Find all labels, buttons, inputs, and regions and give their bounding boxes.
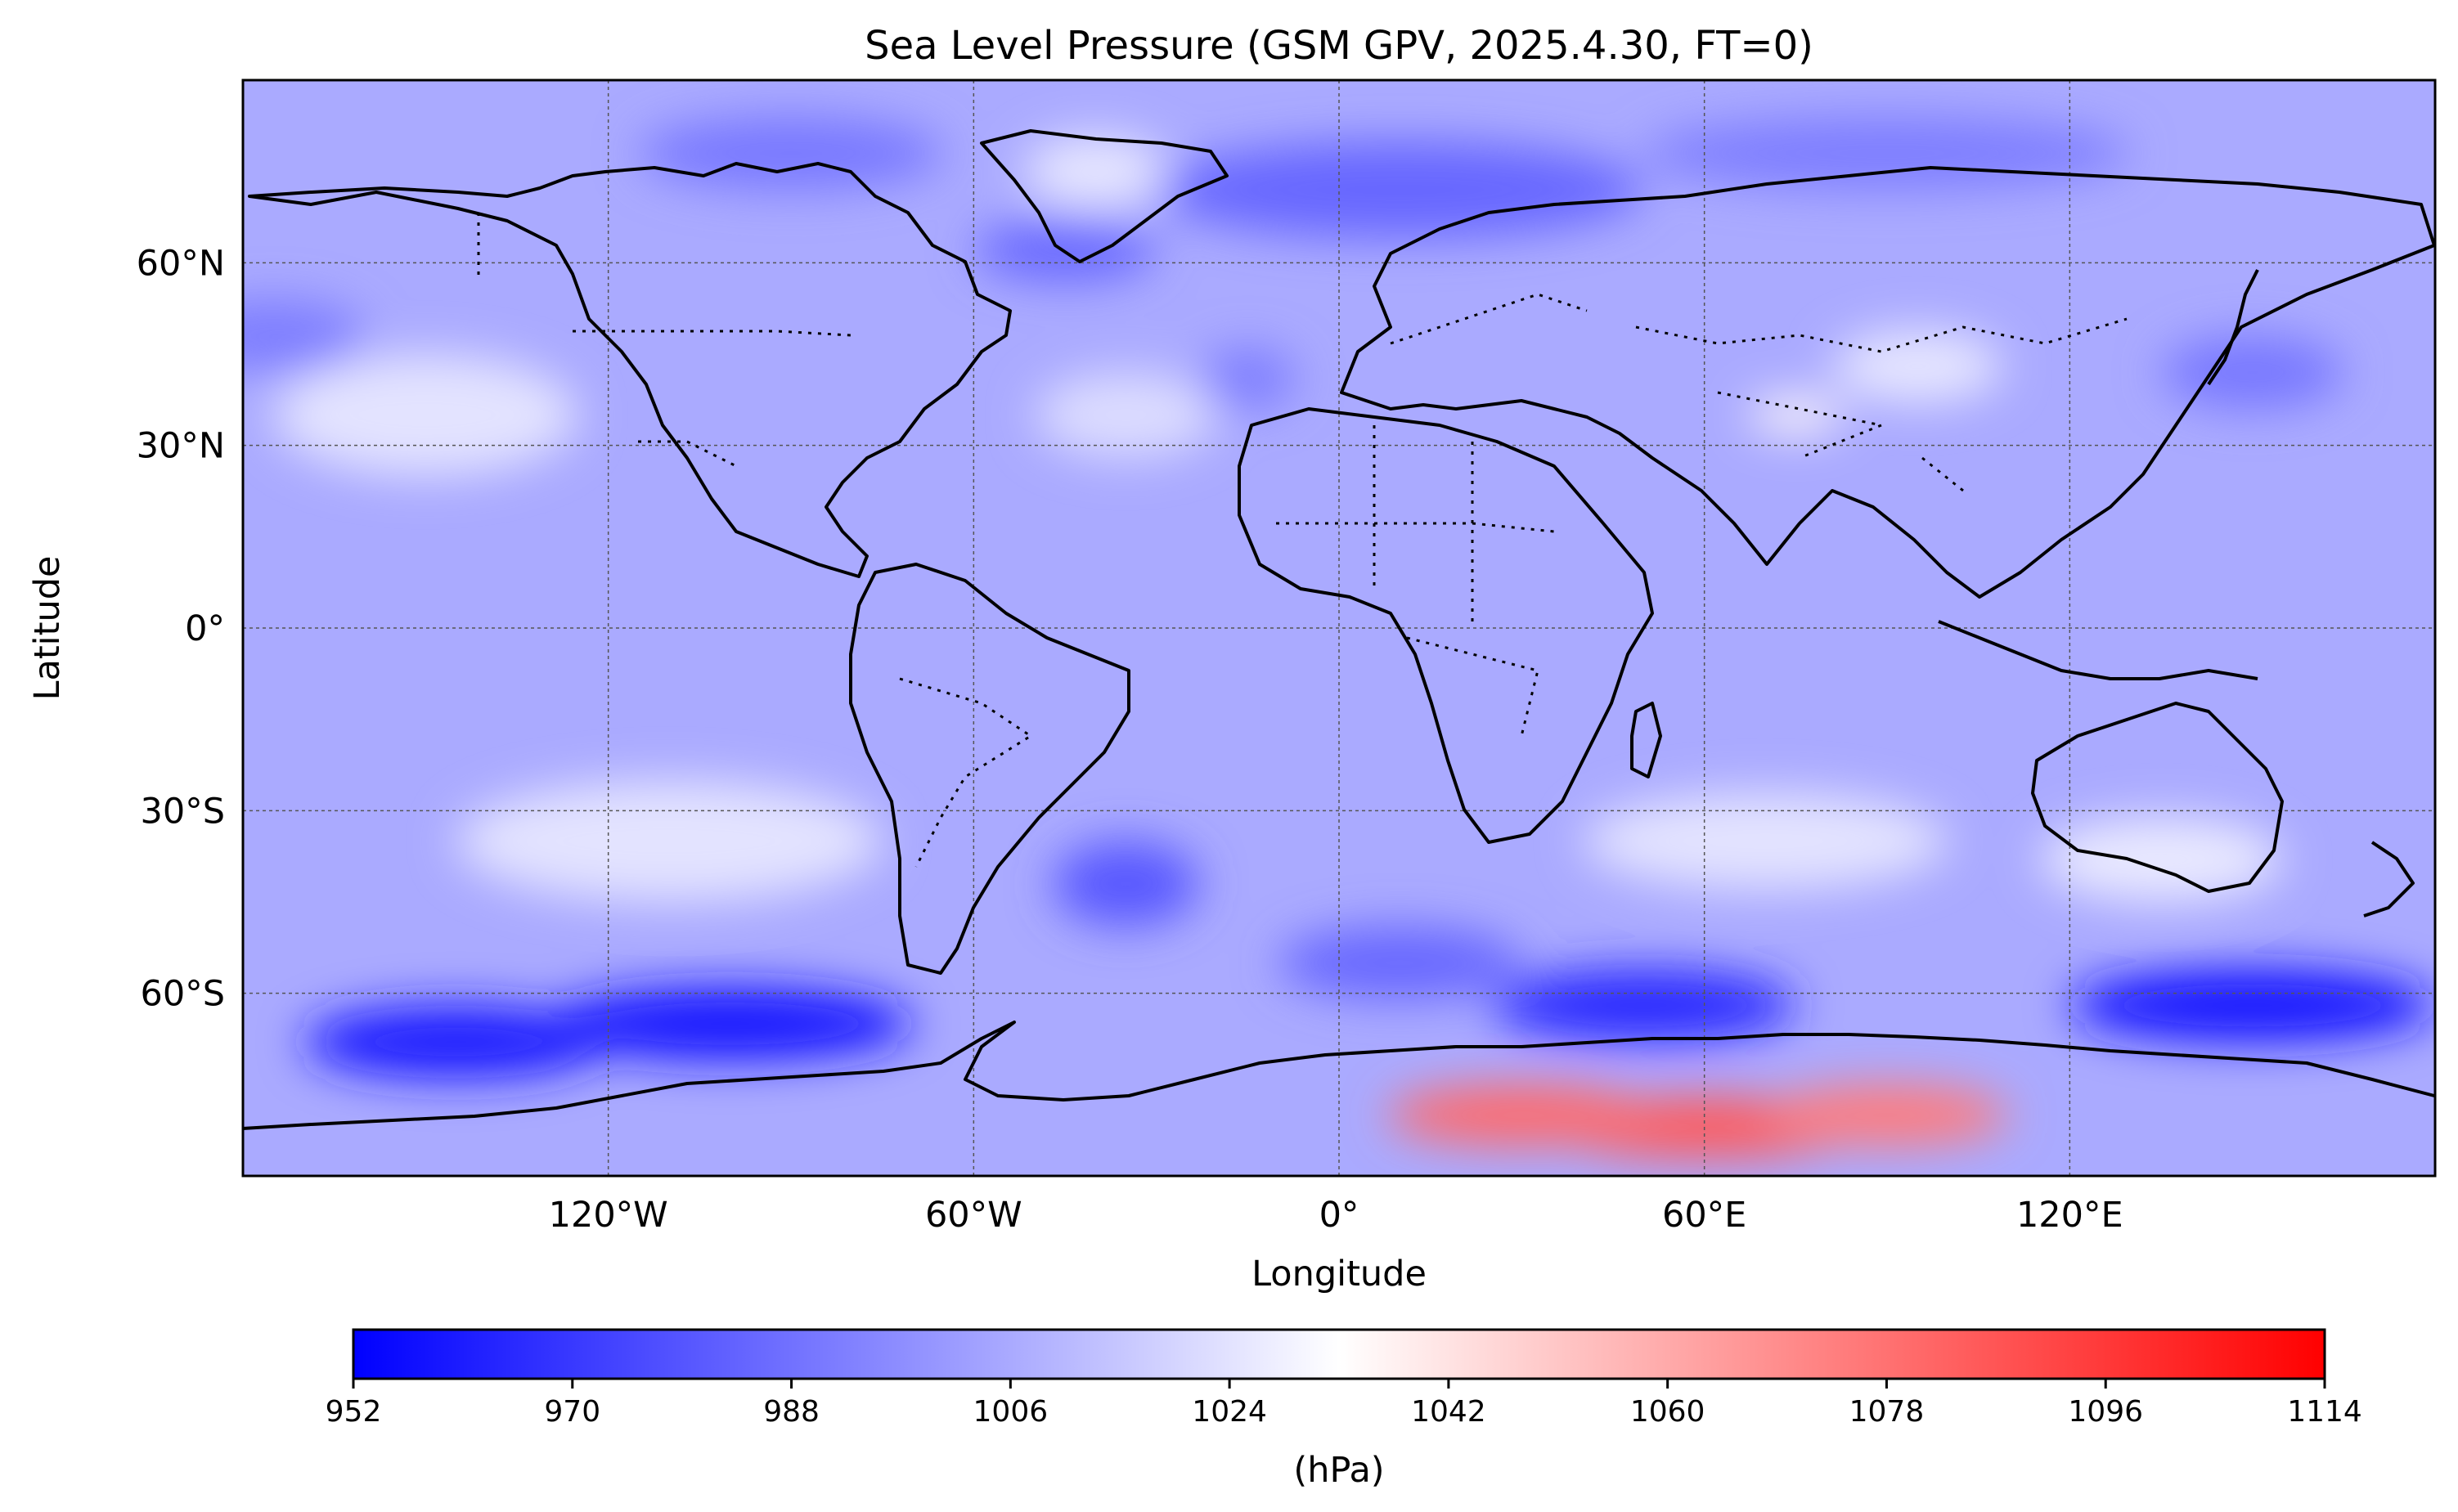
y-axis-label: Latitude [27,556,68,701]
pressure-feature-18 [1156,141,1644,239]
pressure-feature-17 [1053,841,1199,926]
graticule [243,80,2435,1176]
y-tick-label-5: 60°S [140,974,225,1015]
pressure-feature-15 [2069,968,2435,1043]
pressure-feature-20 [638,116,944,190]
border-us-canada [573,330,852,337]
pressure-feature-11 [2039,816,2283,902]
colorbar-tick-label-10: 1114 [2287,1395,2362,1429]
coastline-japan [2207,269,2259,386]
coastline-greenland [980,129,1229,263]
y-tick-label-1: 60°N [137,243,225,284]
colorbar-tick-label-5: 1024 [1192,1395,1267,1429]
coastline-north-america [248,162,1012,578]
x-tick-labels: 120°W 60°W 0° 60°E 120°E [549,1195,2123,1236]
pressure-feature-7 [273,354,578,476]
border-asia-south [1717,391,1964,492]
y-tick-label-4: 30°S [140,791,225,832]
coastline-madagascar [1630,702,1662,778]
colorbar-tick-label-1: 952 [326,1395,382,1429]
border-us-mexico [638,440,737,468]
colorbar-tick-label-2: 970 [544,1395,600,1429]
pressure-feature-13 [547,987,913,1061]
coastlines [243,129,2435,1130]
x-tick-label-5: 120°E [2016,1195,2123,1236]
pressure-feature-14 [1491,968,1796,1043]
map-clip-group [243,80,2435,1176]
pressure-feature-16 [1278,926,1522,1000]
pressure-feature-12 [303,1005,609,1079]
colorbar-tick-labels: 952 970 988 1006 1024 1042 1060 1078 1096 1114 [326,1379,2362,1429]
map-frame [241,79,2437,1178]
country-borders [477,213,2128,868]
pressure-feature-4 [1746,397,1845,433]
pressure-feature-22 [2161,335,2344,410]
pressure-feature-5 [1832,330,2003,403]
coastline-indonesia [1938,620,2258,680]
pressure-feature-21 [243,299,365,373]
x-tick-label-2: 60°W [925,1195,1022,1236]
coastline-antarctica [243,1021,2435,1130]
x-axis-label: Longitude [1251,1254,1427,1294]
pressure-feature-9 [456,780,883,902]
x-tick-label-3: 0° [1319,1195,1359,1236]
y-tick-label-3: 0° [185,608,225,649]
pressure-feature-6 [1022,135,1169,209]
x-tick-label-4: 60°E [1662,1195,1746,1236]
pressure-feature-10 [1582,792,1948,891]
coastline-south-america [849,563,1130,975]
pressure-feature-23 [1198,348,1296,409]
coastline-europe-asia [1340,166,2435,599]
chart-title: Sea Level Pressure (GSM GPV, 2025.4.30, … [865,23,1813,69]
border-south-america [899,677,1033,868]
map-panel [241,79,2437,1178]
colorbar-tick-label-8: 1078 [1849,1395,1925,1429]
pressure-feature-8 [1034,372,1218,458]
colorbar-tick-label-4: 1006 [973,1395,1049,1429]
border-africa [1276,425,1555,737]
pressure-feature-2 [1387,1084,1656,1146]
colorbar-gradient [352,1328,2326,1380]
colorbar-tick-label-7: 1060 [1630,1395,1705,1429]
y-tick-label-2: 30°N [137,426,225,467]
pressure-feature-24 [1643,116,2131,190]
colorbar-tick-label-6: 1042 [1411,1395,1486,1429]
colorbar-label: (hPa) [1293,1450,1384,1491]
colorbar-tick-label-3: 988 [763,1395,820,1429]
coastline-africa [1238,407,1654,844]
coastline-new-zealand [2363,841,2415,918]
pressure-field-features [243,116,2435,1158]
x-tick-label-1: 120°W [549,1195,668,1236]
pressure-feature-3 [1765,1084,2009,1146]
colorbar: 952 970 988 1006 1024 1042 1060 1078 1096 1114 (h… [326,1328,2362,1491]
coastline-australia [2031,702,2284,893]
y-tick-labels: 60°N 30°N 0° 30°S 60°S [137,243,225,1014]
colorbar-tick-label-9: 1096 [2068,1395,2143,1429]
